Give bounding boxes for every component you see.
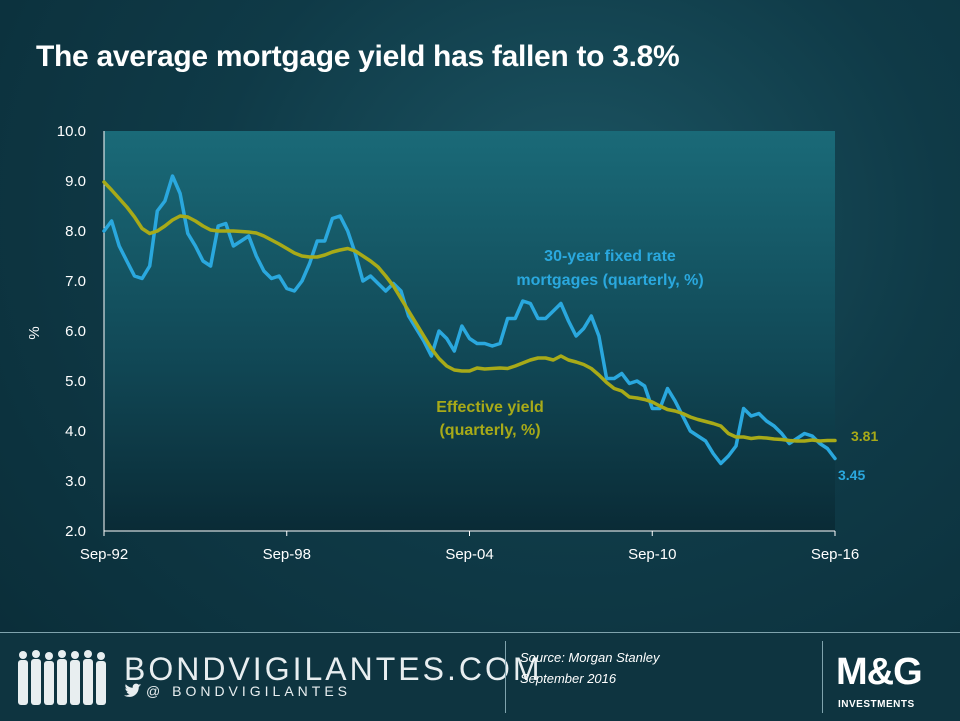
y-tick-label: 4.0 [65, 423, 86, 440]
line-chart: % 10.0 9.0 8.0 7.0 6.0 5.0 4.0 3.0 2.0 Sep-92 Sep… [26, 123, 879, 563]
source-note: Source: Morgan Stanley September 2016 [520, 647, 659, 689]
blue-end-label: 3.45 [838, 467, 865, 483]
green-series-annotation-line2: (quarterly, %) [439, 422, 540, 439]
x-tick-label: Sep-92 [80, 546, 128, 563]
blue-series-annotation-line2: mortgages (quarterly, %) [516, 272, 703, 289]
twitter-handle[interactable]: @ BONDVIGILANTES [146, 683, 352, 699]
footer-divider [822, 641, 823, 713]
footer-divider [505, 641, 506, 713]
series-line-effective-yield [102, 180, 837, 443]
blue-series-annotation-line1: 30-year fixed rate [544, 248, 676, 265]
x-tick-label: Sep-98 [263, 546, 311, 563]
series-line-30yr-fixed [102, 174, 837, 466]
chart-title: The average mortgage yield has fallen to… [36, 40, 680, 73]
y-tick-label: 8.0 [65, 223, 86, 240]
y-tick-label: 6.0 [65, 323, 86, 340]
twitter-icon[interactable] [124, 683, 142, 699]
source-line: Source: Morgan Stanley [520, 650, 660, 665]
mg-logo: M&G [836, 651, 946, 711]
y-tick-label: 5.0 [65, 373, 86, 390]
brand-name[interactable]: BONDVIGILANTES.COM [124, 651, 543, 687]
y-tick-label: 2.0 [65, 523, 86, 540]
green-end-label: 3.81 [851, 428, 878, 444]
logo-text: M&G [836, 651, 923, 693]
y-tick-label: 3.0 [65, 473, 86, 490]
plot-area [104, 131, 835, 531]
x-tick-label: Sep-10 [628, 546, 676, 563]
y-tick-label: 7.0 [65, 273, 86, 290]
y-tick-label: 10.0 [57, 123, 86, 140]
y-axis-label: % [26, 326, 43, 339]
y-tick-label: 9.0 [65, 173, 86, 190]
date-line: September 2016 [520, 671, 617, 686]
x-tick-label: Sep-16 [811, 546, 859, 563]
logo-subtext: INVESTMENTS [838, 699, 915, 710]
people-silhouettes-icon [18, 650, 106, 705]
x-tick-label: Sep-04 [445, 546, 493, 563]
green-series-annotation-line1: Effective yield [436, 399, 544, 416]
footer: BONDVIGILANTES.COM @ BONDVIGILANTES Sour… [0, 632, 960, 721]
